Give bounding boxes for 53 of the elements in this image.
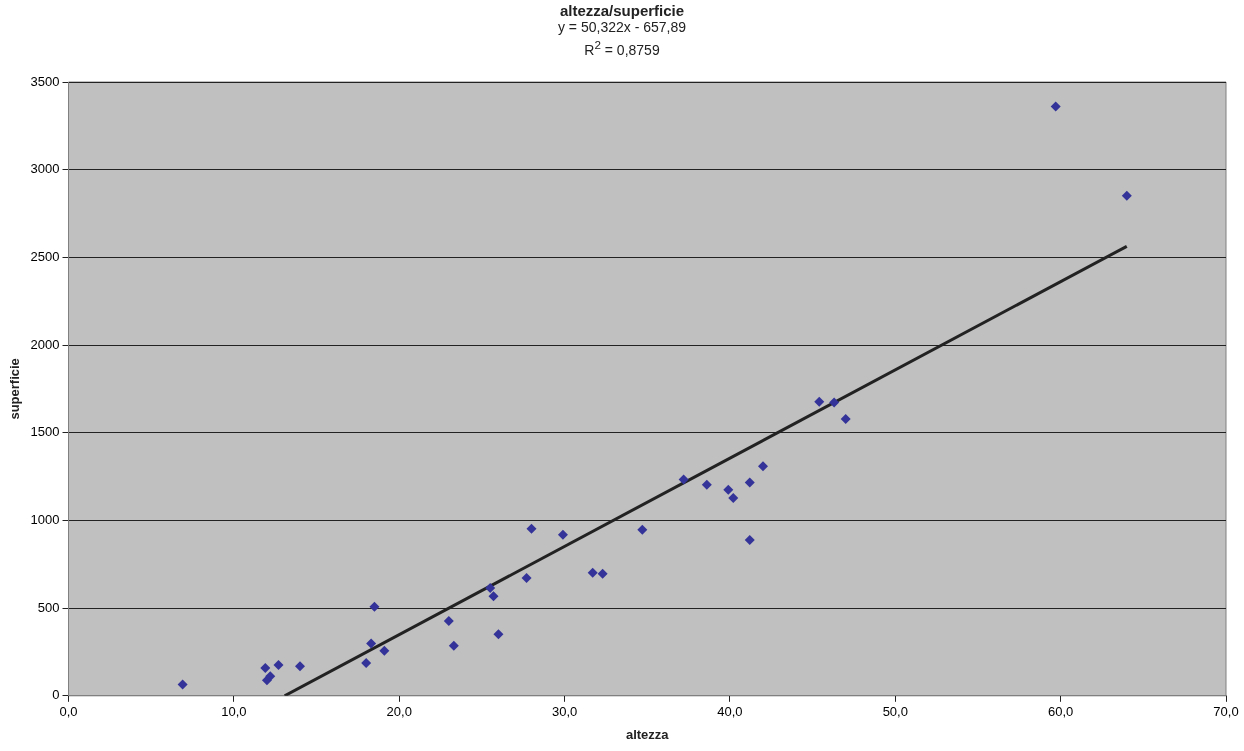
x-axis-title: altezza <box>625 726 670 742</box>
y-tick-label: 1000 <box>30 512 60 528</box>
point <box>443 615 454 626</box>
point <box>260 663 271 674</box>
point <box>597 568 608 579</box>
point <box>526 523 537 534</box>
point <box>265 671 276 682</box>
point <box>829 397 840 408</box>
y-tick-label: 1500 <box>30 424 60 440</box>
point <box>273 660 284 671</box>
point <box>295 661 306 672</box>
point <box>369 601 380 612</box>
point <box>485 583 496 594</box>
x-tick-label: 30,0 <box>551 704 578 720</box>
point <box>361 658 372 669</box>
x-tick-label: 40,0 <box>717 704 743 720</box>
point <box>448 640 459 651</box>
chart-title: altezza/superficie <box>558 2 686 19</box>
y-tick-label: 2500 <box>30 248 60 264</box>
point <box>744 535 755 546</box>
point <box>678 474 689 485</box>
y-tick-label: 0 <box>52 687 60 703</box>
point <box>379 645 390 656</box>
y-axis-title: superficie <box>7 358 23 420</box>
text: R$^{2}$ = 0,8759 <box>583 37 661 59</box>
point <box>637 524 648 535</box>
y-tick-label: 3500 <box>30 73 60 89</box>
x-tick-label: 0,0 <box>59 704 78 720</box>
point <box>493 629 504 640</box>
x-tick-label: 20,0 <box>386 704 412 720</box>
point <box>366 638 377 649</box>
chart-subtitle: y = 50,322x - 657,89 <box>556 19 687 36</box>
point <box>744 477 755 488</box>
y-tick-label: 3000 <box>30 161 60 177</box>
point <box>557 529 568 540</box>
point <box>521 572 532 583</box>
x-tick-label: 70,0 <box>1213 704 1239 720</box>
point <box>728 492 739 503</box>
x-tick-label: 50,0 <box>882 704 908 720</box>
x-tick-label: 60,0 <box>1047 704 1074 720</box>
point <box>1121 190 1132 201</box>
y-tick-label: 2000 <box>30 336 60 352</box>
point <box>1050 101 1061 112</box>
point <box>177 679 188 690</box>
point <box>723 484 734 495</box>
y-tick-label: 500 <box>37 599 60 615</box>
x-tick-label: 10,0 <box>221 704 247 720</box>
point <box>840 414 851 425</box>
point <box>758 461 769 472</box>
point <box>701 479 712 490</box>
point <box>814 396 825 407</box>
point <box>488 591 499 602</box>
point <box>587 567 598 578</box>
